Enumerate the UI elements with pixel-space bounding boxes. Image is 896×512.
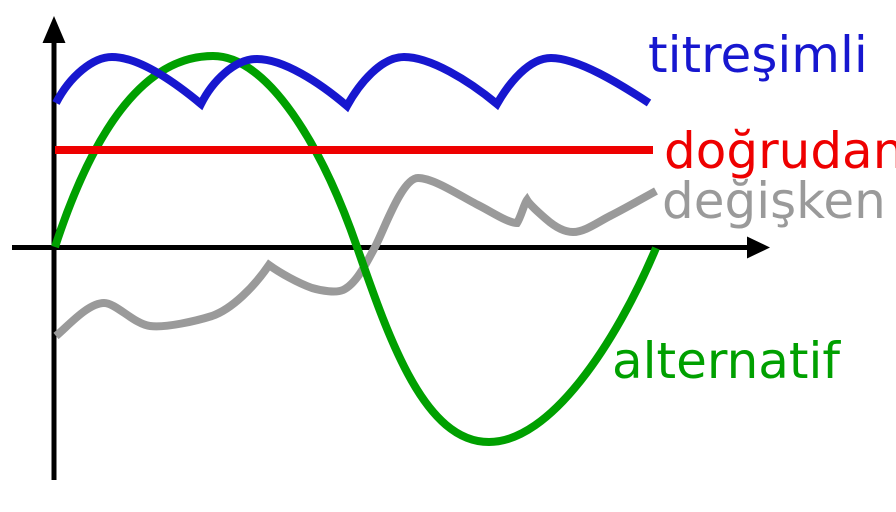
x-axis-arrow-icon <box>747 236 770 259</box>
y-axis-arrow-icon <box>42 16 66 43</box>
label-dogrudan: doğrudan <box>664 122 896 180</box>
series-titresimli-curve <box>52 52 652 113</box>
series-alternatif-curve <box>51 51 660 447</box>
label-alternatif: alternatif <box>612 332 841 390</box>
series-degisken-curve <box>53 173 658 340</box>
label-titresimli: titreşimli <box>648 26 868 84</box>
label-degisken: değişken <box>662 172 886 230</box>
